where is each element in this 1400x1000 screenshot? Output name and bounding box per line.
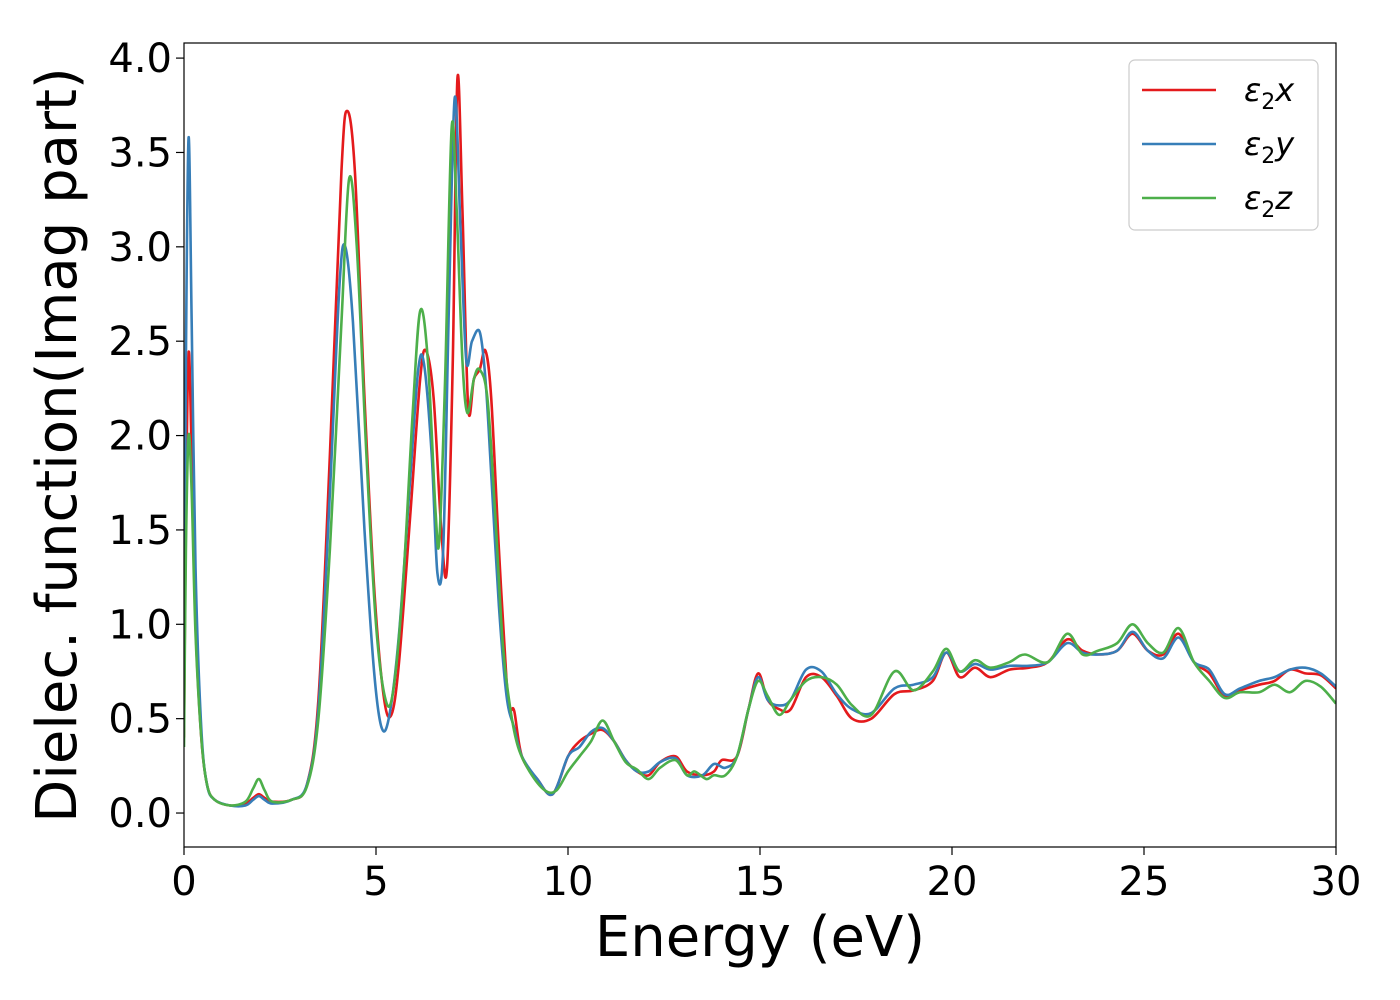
y-tick-label: 3.0 <box>108 225 172 271</box>
x-tick-label: 5 <box>363 859 388 905</box>
x-tick-label: 20 <box>927 859 978 905</box>
legend: ε2x ε2y ε2z <box>1128 59 1319 231</box>
y-axis-ticks: 0.0 0.5 1.0 1.5 2.0 2.5 3.0 3.5 4.0 <box>108 36 184 837</box>
legend-box <box>1128 59 1319 231</box>
legend-label-y: ε2y <box>1244 125 1295 169</box>
legend-label-z: ε2z <box>1244 179 1293 223</box>
series-layer <box>184 73 1336 808</box>
legend-label-x: ε2x <box>1244 71 1295 115</box>
x-tick-label: 25 <box>1119 859 1170 905</box>
x-tick-label: 30 <box>1311 859 1362 905</box>
x-tick-label: 15 <box>735 859 786 905</box>
x-tick-label: 10 <box>543 859 594 905</box>
x-axis-label: Energy (eV) <box>595 905 925 970</box>
y-tick-label: 0.5 <box>108 697 172 743</box>
x-axis-ticks: 0 5 10 15 20 25 30 <box>171 847 1361 905</box>
y-tick-label: 0.0 <box>108 791 172 837</box>
x-tick-label: 0 <box>171 859 196 905</box>
y-tick-label: 1.0 <box>108 602 172 648</box>
series-line-z <box>184 120 1336 807</box>
y-tick-label: 4.0 <box>108 36 172 82</box>
y-axis-label: Dielec. function(Imag part) <box>25 67 90 823</box>
y-tick-label: 2.5 <box>108 319 172 365</box>
y-tick-label: 2.0 <box>108 414 172 460</box>
y-tick-label: 3.5 <box>108 130 172 176</box>
y-tick-label: 1.5 <box>108 508 172 554</box>
